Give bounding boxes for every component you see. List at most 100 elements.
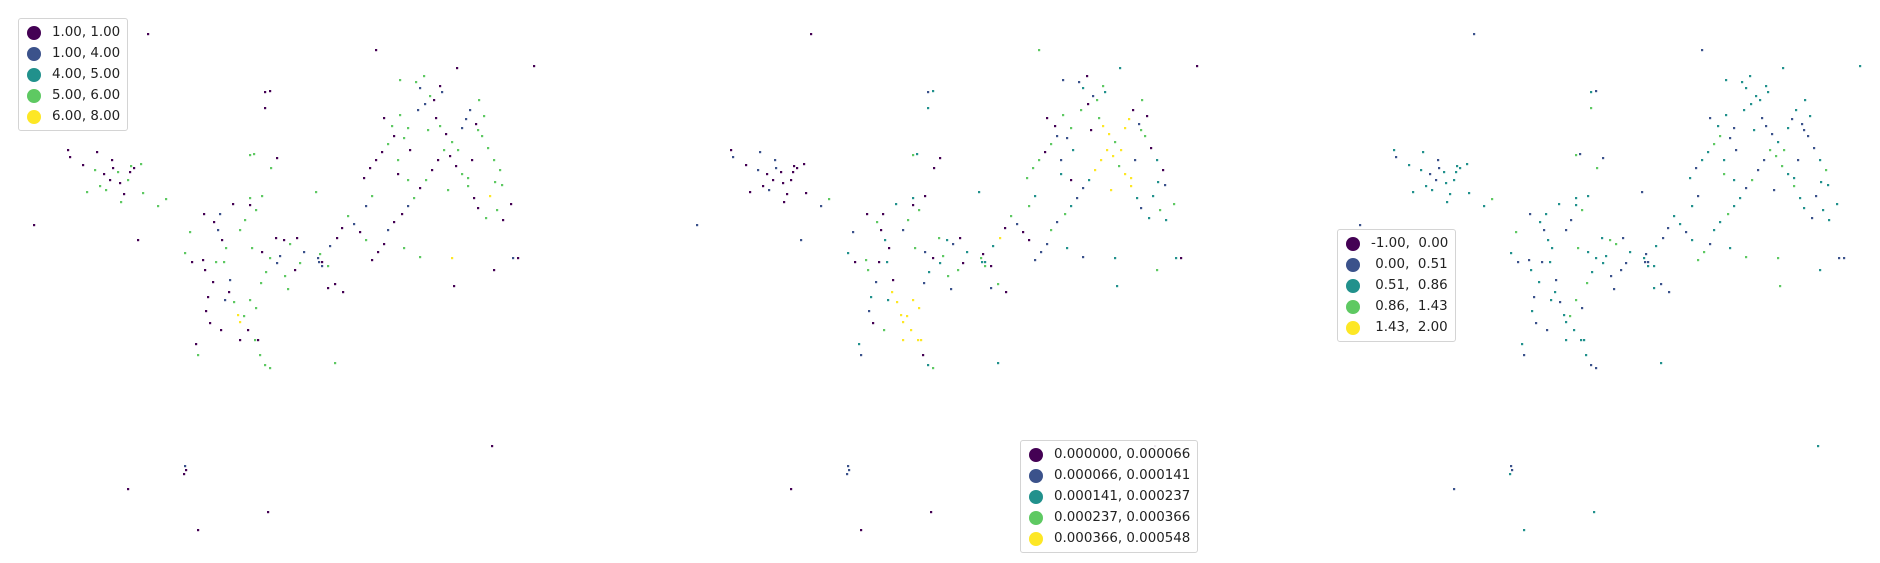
map-point [950,288,953,291]
legend-marker-icon [1029,531,1043,546]
map-point [247,329,250,332]
map-point [501,184,504,187]
map-point [907,219,910,222]
map-point [992,245,995,248]
map-point [473,197,476,200]
map-point [1827,184,1830,187]
map-point [1466,163,1469,166]
legend-item: 0.51, 0.86 [1346,275,1448,296]
map-point [1761,117,1764,120]
map-point [239,339,242,342]
map-point [269,90,272,93]
map-point [1082,256,1085,259]
map-point [867,269,870,272]
legend-map-1: 1.00, 1.00 1.00, 4.00 4.00, 5.00 5.00, 6… [18,18,129,131]
map-point [1038,49,1041,52]
legend-item: 0.000000, 0.000066 [1029,444,1190,465]
map-point [1644,261,1647,264]
map-point [254,339,257,342]
map-point [424,103,427,106]
map-point [1779,285,1782,288]
map-point [365,239,368,242]
map-point [790,179,793,182]
map-point [415,81,418,84]
map-point [334,362,337,365]
map-point [481,135,484,138]
map-point [1679,223,1682,226]
map-point [1437,159,1440,162]
legend-label: 0.00, 0.51 [1371,257,1448,272]
map-point [261,195,264,198]
map-point [353,223,356,226]
map-point [1610,275,1613,278]
map-point [475,123,478,126]
map-point [854,261,857,264]
map-point [1528,259,1531,262]
map-point [213,221,216,224]
map-point [1533,296,1536,299]
map-point [1108,133,1111,136]
map-point [1076,197,1079,200]
map-point [1595,367,1598,370]
map-point [1510,252,1513,255]
map-point [261,251,264,254]
map-point [796,167,799,170]
map-point [391,125,394,128]
map-point [1613,288,1616,291]
map-point [933,167,936,170]
map-point [86,191,89,194]
map-point [264,91,267,94]
map-point [1050,143,1053,146]
map-point [1152,195,1155,198]
map-point [1420,169,1423,172]
map-point [1723,173,1726,176]
map-point [1116,285,1119,288]
map-point [1717,125,1720,128]
map-point [334,283,337,286]
map-point [493,269,496,272]
map-point [932,90,935,93]
map-point [1583,339,1586,342]
map-point [912,154,915,157]
map-point [1573,329,1576,332]
map-point [336,237,339,240]
map-point [870,296,873,299]
map-point [1547,239,1550,242]
map-point [217,229,220,232]
map-point [249,204,252,207]
map-point [1629,251,1632,254]
map-point [942,255,945,258]
map-point [1555,279,1558,282]
map-point [1733,127,1736,130]
map-point [918,307,921,310]
legend-item: 6.00, 8.00 [27,106,120,127]
map-point [133,167,136,170]
map-point [1767,91,1770,94]
map-point [1162,169,1165,172]
map-point [1453,179,1456,182]
map-point [1538,281,1541,284]
map-point [1813,147,1816,150]
map-point [1455,171,1458,174]
map-point [502,219,505,222]
map-point [439,85,442,88]
map-point [469,109,472,112]
map-point [439,125,442,128]
map-point [120,201,123,204]
map-point [927,364,930,367]
map-point [478,99,481,102]
map-point [914,247,917,250]
map-point [774,159,777,162]
map-point [1581,209,1584,212]
map-point [1060,159,1063,162]
legend-marker-icon [1029,447,1043,462]
map-point [990,265,993,268]
map-point [359,231,362,234]
map-point [397,173,400,176]
map-point [786,193,789,196]
map-point [1859,65,1862,68]
map-point [1713,229,1716,232]
map-point [1580,339,1583,342]
map-point [1148,217,1151,220]
